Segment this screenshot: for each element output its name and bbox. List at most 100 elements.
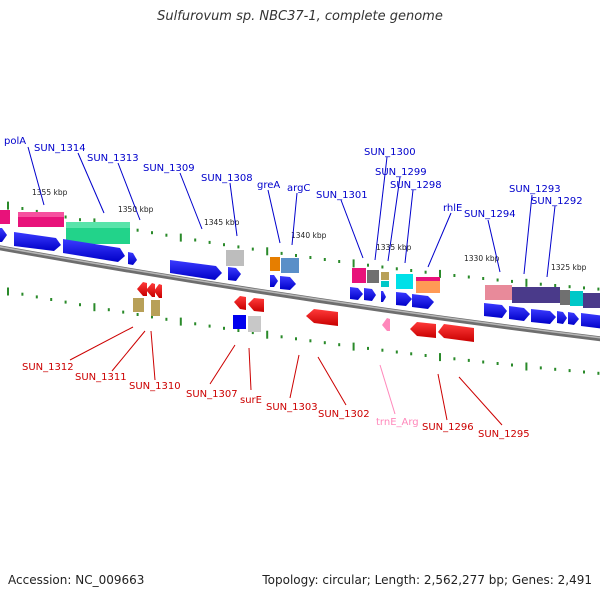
gene-label-sun-1314: SUN_1314 bbox=[34, 143, 86, 154]
forward-gene-arrow bbox=[557, 311, 567, 324]
inner-tick-mark bbox=[323, 341, 326, 345]
inner-tick-mark bbox=[223, 326, 225, 330]
outer-tick-mark bbox=[511, 279, 513, 283]
reverse-gene-arrow bbox=[137, 282, 147, 296]
kbp-label: 1340 kbp bbox=[291, 231, 327, 240]
inner-tick-mark bbox=[338, 343, 341, 347]
forward-gene-arrow bbox=[568, 312, 579, 325]
forward-gene-arrow bbox=[228, 267, 241, 281]
forward-gene-arrow bbox=[170, 260, 222, 280]
kbp-label: 1325 kbp bbox=[551, 263, 587, 272]
gene-label-sun-1293: SUN_1293 bbox=[509, 184, 561, 195]
gene-label-sun-1296: SUN_1296 bbox=[422, 422, 474, 433]
forward-gene-box bbox=[233, 315, 246, 329]
forward-gene-arrow bbox=[531, 309, 556, 324]
reverse-leader-lines bbox=[69, 326, 503, 426]
forward-gene-arrow bbox=[396, 292, 412, 306]
inner-tick-mark bbox=[309, 339, 312, 343]
cog-block bbox=[352, 268, 366, 283]
genome-summary-text: Topology: circular; Length: 2,562,277 bp… bbox=[262, 573, 592, 587]
inner-tick-mark bbox=[93, 303, 96, 312]
gene-label-sun-1310: SUN_1310 bbox=[129, 381, 181, 392]
reverse-gene-arrow bbox=[306, 309, 338, 326]
inner-tick-mark bbox=[64, 300, 67, 304]
forward-strand-genes bbox=[0, 228, 600, 329]
cog-block bbox=[396, 274, 413, 289]
forward-gene-arrow bbox=[280, 276, 296, 290]
gene-label-sun-1307: SUN_1307 bbox=[186, 389, 238, 400]
accession-text: Accession: NC_009663 bbox=[8, 573, 145, 587]
forward-gene-arrow bbox=[270, 275, 278, 287]
cog-block bbox=[485, 285, 512, 300]
cog-block bbox=[367, 270, 379, 283]
inner-tick-mark bbox=[583, 370, 585, 374]
outer-tick-track bbox=[7, 201, 600, 291]
forward-gene-arrow bbox=[128, 252, 137, 265]
gene-label-sun-1294: SUN_1294 bbox=[464, 209, 516, 220]
outer-tick-mark bbox=[467, 275, 470, 279]
cog-block bbox=[0, 210, 10, 224]
outer-tick-mark bbox=[496, 278, 499, 282]
outer-tick-mark bbox=[568, 285, 571, 289]
outer-tick-mark bbox=[208, 240, 211, 244]
forward-gene-arrow bbox=[364, 288, 376, 301]
reverse-gene-labels: SUN_1312 SUN_1311 SUN_1310 SUN_1307 surE… bbox=[22, 362, 530, 440]
trna-leader-line bbox=[379, 364, 396, 415]
forward-gene-labels: polA SUN_1314 SUN_1313 SUN_1309 SUN_1308… bbox=[4, 136, 583, 220]
reverse-gene-arrow bbox=[438, 324, 474, 342]
gene-label-sun-1300: SUN_1300 bbox=[364, 147, 416, 158]
gene-label-sure: surE bbox=[240, 395, 262, 406]
inner-tick-mark bbox=[453, 357, 456, 361]
outer-tick-mark bbox=[424, 270, 427, 274]
outer-tick-mark bbox=[237, 245, 240, 249]
inner-tick-mark bbox=[381, 348, 384, 352]
inner-tick-mark bbox=[79, 303, 81, 307]
cog-block bbox=[570, 291, 583, 306]
inner-tick-mark bbox=[496, 362, 499, 365]
outer-tick-mark bbox=[136, 228, 139, 232]
inner-tick-mark bbox=[482, 360, 485, 364]
outer-tick-mark bbox=[539, 282, 542, 286]
kbp-label: 1345 kbp bbox=[204, 218, 240, 227]
outer-tick-mark bbox=[179, 233, 182, 242]
inner-tick-mark bbox=[295, 337, 297, 341]
reverse-strand-genes bbox=[137, 282, 474, 342]
cog-block bbox=[18, 212, 64, 217]
outer-tick-mark bbox=[554, 284, 557, 287]
cog-block bbox=[560, 290, 570, 305]
gene-label-sun-1303: SUN_1303 bbox=[266, 402, 318, 413]
cog-block bbox=[583, 293, 600, 308]
forward-gene-arrow bbox=[63, 239, 125, 262]
reverse-gene-arrow bbox=[410, 322, 436, 338]
outer-tick-mark bbox=[21, 207, 24, 210]
inner-tick-mark bbox=[151, 315, 153, 319]
outer-tick-mark bbox=[381, 265, 384, 269]
cog-block bbox=[133, 298, 144, 312]
inner-tick-mark bbox=[208, 324, 211, 328]
outer-tick-mark bbox=[79, 218, 81, 222]
gene-label-sun-1308: SUN_1308 bbox=[201, 173, 253, 184]
inner-tick-mark bbox=[122, 310, 125, 314]
forward-gene-arrow bbox=[581, 313, 600, 329]
inner-tick-mark bbox=[251, 331, 254, 335]
inner-tick-mark bbox=[352, 342, 355, 351]
inner-tick-mark bbox=[554, 367, 557, 371]
outer-tick-mark bbox=[251, 247, 254, 251]
gene-label-sun-1312: SUN_1312 bbox=[22, 362, 74, 373]
outer-tick-mark bbox=[410, 269, 413, 272]
reverse-gene-arrow bbox=[146, 283, 155, 297]
gene-label-grea: greA bbox=[257, 180, 280, 191]
outer-tick-mark bbox=[482, 277, 485, 280]
forward-gene-arrow bbox=[0, 228, 7, 242]
cog-block bbox=[66, 222, 130, 228]
outer-tick-mark bbox=[453, 274, 456, 277]
outer-tick-mark bbox=[7, 201, 9, 210]
cog-block bbox=[381, 281, 389, 287]
outer-tick-mark bbox=[439, 269, 441, 278]
cog-block bbox=[416, 277, 440, 281]
inner-tick-mark bbox=[35, 295, 38, 299]
inner-tick-mark bbox=[179, 317, 182, 326]
gene-label-sun-1313: SUN_1313 bbox=[87, 153, 139, 164]
inner-tick-mark bbox=[525, 362, 528, 371]
map-title: Sulfurovum sp. NBC37-1, complete genome bbox=[157, 9, 443, 24]
